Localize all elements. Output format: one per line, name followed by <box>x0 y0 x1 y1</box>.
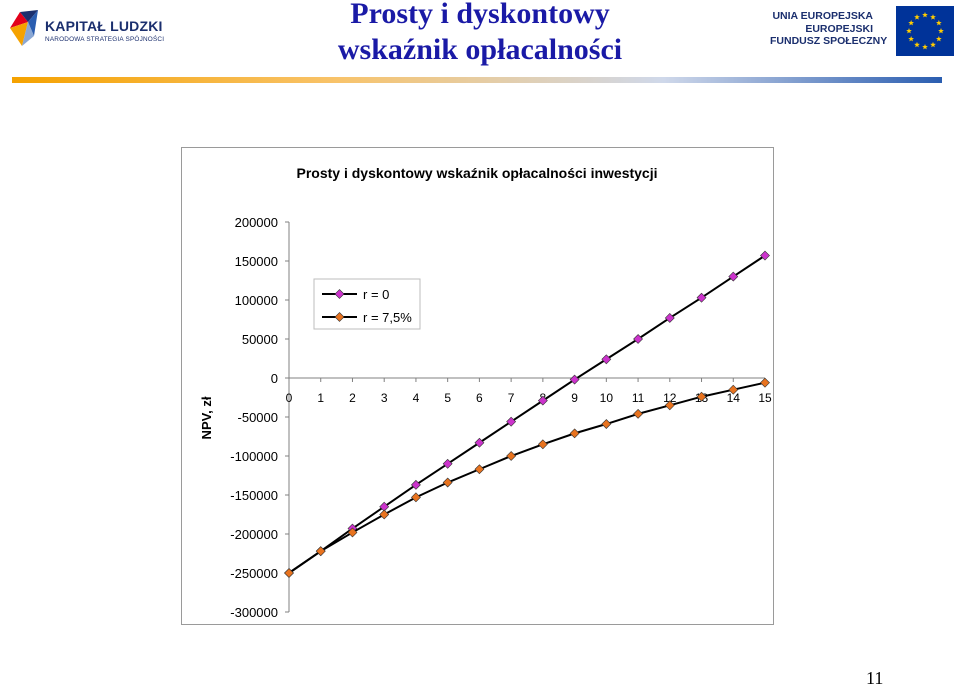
y-tick-label: -50000 <box>238 410 278 425</box>
kapital-ludzki-logo: KAPITAŁ LUDZKI NARODOWA STRATEGIA SPÓJNO… <box>8 6 164 52</box>
eu-star-icon <box>930 41 936 48</box>
data-point <box>506 416 517 427</box>
data-point <box>284 568 294 578</box>
y-tick-label: 150000 <box>235 254 278 269</box>
kapital-ludzki-subtitle: NARODOWA STRATEGIA SPÓJNOŚCI <box>45 36 165 43</box>
legend-label: r = 7,5% <box>363 310 412 325</box>
x-tick-label: 6 <box>476 391 483 405</box>
eu-star-icon <box>906 28 912 34</box>
eu-flag-icon <box>896 6 954 56</box>
data-point <box>537 395 548 406</box>
eu-star-icon <box>936 36 942 42</box>
y-tick-label: -100000 <box>230 449 278 464</box>
data-point <box>474 437 485 448</box>
legend: r = 0 r = 7,5% <box>313 278 421 330</box>
slide-title-line-2: wskaźnik opłacalności <box>337 33 623 66</box>
npv-line-chart: Prosty i dyskontowy wskaźnik opłacalnośc… <box>199 165 772 620</box>
x-tick-label: 11 <box>632 391 645 405</box>
eu-logo-line-2: EUROPEJSKI <box>805 22 873 35</box>
data-point <box>474 464 485 475</box>
eu-logo: UNIA EUROPEJSKA EUROPEJSKI FUNDUSZ SPOŁE… <box>770 6 960 56</box>
data-point <box>379 509 390 520</box>
eu-star-icon <box>922 12 928 18</box>
data-point <box>601 419 612 429</box>
page-number: 11 <box>866 668 884 688</box>
kapital-ludzki-name: KAPITAŁ LUDZKI <box>45 18 163 34</box>
data-point <box>760 250 770 261</box>
chart-title: Prosty i dyskontowy wskaźnik opłacalnośc… <box>296 165 657 181</box>
x-tick-label: 15 <box>758 391 772 405</box>
series-2 <box>284 377 770 578</box>
x-tick-label: 3 <box>381 391 388 405</box>
x-tick-label: 2 <box>349 391 356 405</box>
eu-star-icon <box>914 14 920 20</box>
x-tick-label: 4 <box>413 391 420 405</box>
eu-logo-text: UNIA EUROPEJSKA EUROPEJSKI FUNDUSZ SPOŁE… <box>770 10 888 48</box>
x-tick-label: 12 <box>663 391 677 405</box>
kapital-ludzki-mark-icon <box>10 10 38 46</box>
y-tick-label: 200000 <box>235 215 278 230</box>
legend-box <box>313 278 421 330</box>
eu-star-icon <box>936 20 942 26</box>
eu-star-icon <box>930 14 936 20</box>
data-point <box>442 458 453 469</box>
slide-title-line-1: Prosty i dyskontowy <box>350 0 610 30</box>
eu-star-icon <box>922 44 928 50</box>
data-point <box>411 492 421 503</box>
eu-star-icon <box>938 28 944 34</box>
data-point <box>633 334 643 344</box>
data-point <box>442 477 453 488</box>
data-point <box>569 374 580 385</box>
data-point <box>696 292 707 303</box>
legend-label: r = 0 <box>363 287 389 302</box>
data-point <box>347 527 358 538</box>
legend-marker <box>334 289 345 299</box>
data-point <box>506 451 517 461</box>
data-point <box>601 354 612 365</box>
x-tick-label: 10 <box>600 391 614 405</box>
y-tick-label: -200000 <box>230 527 278 542</box>
header-divider <box>12 71 942 83</box>
data-point <box>760 377 770 388</box>
series-line <box>288 381 766 574</box>
y-tick-label: 0 <box>271 371 278 386</box>
data-point <box>664 313 675 323</box>
data-point <box>728 384 739 395</box>
eu-logo-line-1: UNIA EUROPEJSKA <box>772 10 873 22</box>
y-tick-label: -150000 <box>230 488 278 503</box>
data-point <box>315 546 326 557</box>
x-tick-label: 5 <box>444 391 451 405</box>
x-tick-label: 9 <box>571 391 578 405</box>
y-tick-label: 50000 <box>242 332 278 347</box>
eu-star-icon <box>908 20 914 26</box>
data-point <box>696 391 707 402</box>
x-tick-label: 1 <box>317 391 324 405</box>
chart-area: Prosty i dyskontowy wskaźnik opłacalnośc… <box>181 147 774 625</box>
x-tick-label: 14 <box>727 391 741 405</box>
data-point <box>569 428 580 439</box>
x-tick-label: 7 <box>508 391 515 405</box>
series-line <box>288 254 766 574</box>
slide-title: Prosty i dyskontowy wskaźnik opłacalnośc… <box>260 0 700 68</box>
y-tick-label: -250000 <box>230 566 278 581</box>
legend-marker <box>334 312 345 322</box>
eu-logo-line-3: FUNDUSZ SPOŁECZNY <box>770 35 888 47</box>
y-tick-label: -300000 <box>230 605 278 620</box>
eu-star-icon <box>908 36 914 42</box>
data-point <box>411 479 421 490</box>
x-tick-label: 0 <box>286 391 293 405</box>
data-point <box>537 439 548 450</box>
y-axis-label: NPV, zł <box>199 396 214 439</box>
data-point <box>633 408 643 419</box>
data-point <box>664 400 675 411</box>
data-point <box>728 271 739 282</box>
eu-star-icon <box>914 41 920 48</box>
y-tick-label: 100000 <box>235 293 278 308</box>
